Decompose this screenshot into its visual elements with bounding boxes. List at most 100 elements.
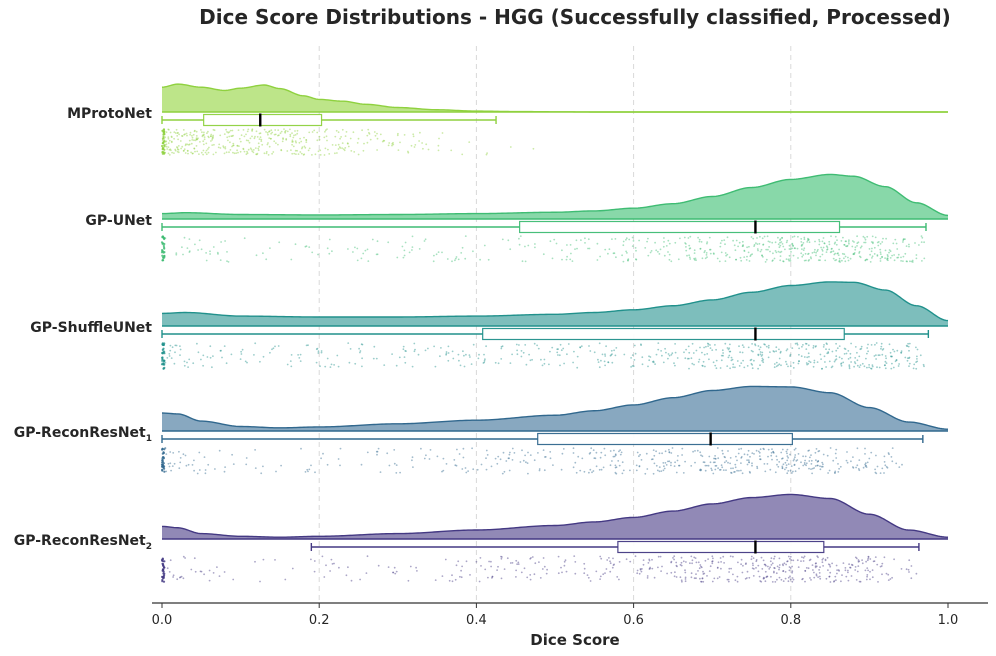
data-point bbox=[163, 465, 166, 468]
data-point bbox=[695, 259, 697, 261]
data-point bbox=[496, 462, 499, 465]
data-point bbox=[773, 350, 776, 353]
data-point bbox=[670, 260, 673, 263]
data-point bbox=[809, 361, 812, 364]
data-point bbox=[161, 459, 164, 462]
data-point bbox=[294, 130, 296, 132]
data-point bbox=[541, 568, 544, 570]
data-point bbox=[324, 129, 327, 132]
data-point bbox=[283, 128, 285, 131]
data-point bbox=[833, 242, 836, 245]
data-point bbox=[839, 465, 842, 468]
data-point bbox=[850, 361, 852, 363]
data-point bbox=[709, 248, 711, 251]
data-point bbox=[223, 133, 226, 136]
data-point bbox=[511, 562, 514, 564]
data-point bbox=[396, 256, 399, 259]
data-point bbox=[908, 342, 911, 345]
data-point bbox=[667, 353, 670, 355]
data-point bbox=[785, 349, 788, 352]
data-point bbox=[851, 564, 854, 567]
data-point bbox=[569, 244, 572, 246]
data-point bbox=[871, 255, 874, 258]
data-point bbox=[494, 361, 497, 364]
data-point bbox=[750, 358, 753, 361]
data-point bbox=[328, 153, 331, 155]
data-point bbox=[909, 260, 911, 263]
data-point bbox=[559, 364, 561, 367]
data-point bbox=[776, 463, 778, 466]
data-point bbox=[391, 142, 394, 145]
data-point bbox=[828, 575, 831, 578]
data-point bbox=[187, 366, 190, 368]
data-point bbox=[701, 351, 703, 354]
data-point bbox=[815, 345, 817, 347]
data-point bbox=[815, 251, 817, 254]
data-point bbox=[910, 565, 913, 567]
data-point bbox=[168, 139, 171, 142]
data-point bbox=[444, 558, 447, 561]
data-point bbox=[333, 562, 335, 565]
data-point bbox=[732, 555, 734, 558]
data-point bbox=[334, 135, 337, 138]
data-point bbox=[602, 466, 605, 469]
data-point bbox=[635, 464, 638, 467]
data-point bbox=[448, 579, 451, 582]
data-point bbox=[335, 129, 338, 132]
data-point bbox=[413, 146, 416, 148]
data-point bbox=[896, 349, 899, 352]
data-point bbox=[654, 241, 656, 244]
data-point bbox=[210, 133, 213, 136]
data-point bbox=[674, 343, 676, 345]
data-point bbox=[336, 152, 338, 154]
data-point bbox=[721, 239, 723, 242]
data-point bbox=[458, 453, 461, 455]
data-point bbox=[163, 470, 166, 473]
data-point bbox=[186, 361, 188, 364]
data-point bbox=[787, 576, 790, 579]
data-point bbox=[646, 468, 649, 470]
data-point bbox=[673, 555, 676, 558]
data-point bbox=[762, 358, 765, 361]
data-point bbox=[341, 142, 344, 145]
data-point bbox=[228, 151, 230, 154]
density-area bbox=[162, 494, 948, 539]
data-point bbox=[797, 235, 799, 238]
data-point bbox=[658, 470, 661, 473]
data-point bbox=[819, 465, 821, 468]
data-point bbox=[454, 578, 457, 581]
data-point bbox=[223, 345, 226, 347]
data-point bbox=[173, 152, 175, 155]
data-point bbox=[661, 452, 663, 455]
data-point bbox=[516, 563, 518, 565]
data-point bbox=[665, 351, 667, 354]
data-point bbox=[224, 146, 227, 148]
data-point bbox=[657, 566, 659, 569]
data-point bbox=[552, 464, 554, 466]
data-point bbox=[701, 577, 704, 580]
data-point bbox=[815, 448, 818, 450]
data-point bbox=[272, 151, 275, 153]
data-point bbox=[347, 142, 349, 145]
data-point bbox=[170, 135, 173, 138]
data-point bbox=[733, 244, 736, 247]
data-point bbox=[727, 578, 730, 581]
data-point bbox=[670, 560, 673, 563]
data-point bbox=[284, 578, 287, 581]
data-point bbox=[403, 249, 406, 252]
data-point bbox=[420, 447, 422, 450]
data-point bbox=[636, 572, 639, 575]
data-point bbox=[650, 458, 653, 461]
data-point bbox=[821, 250, 824, 252]
data-point bbox=[818, 575, 821, 578]
data-point bbox=[735, 455, 737, 458]
data-point bbox=[405, 350, 407, 352]
data-point bbox=[871, 235, 874, 238]
data-point bbox=[256, 152, 259, 155]
data-point bbox=[789, 365, 792, 368]
data-point bbox=[736, 469, 738, 472]
data-point bbox=[751, 253, 753, 256]
data-point bbox=[866, 575, 868, 578]
data-point bbox=[298, 141, 301, 144]
data-point bbox=[906, 260, 908, 263]
